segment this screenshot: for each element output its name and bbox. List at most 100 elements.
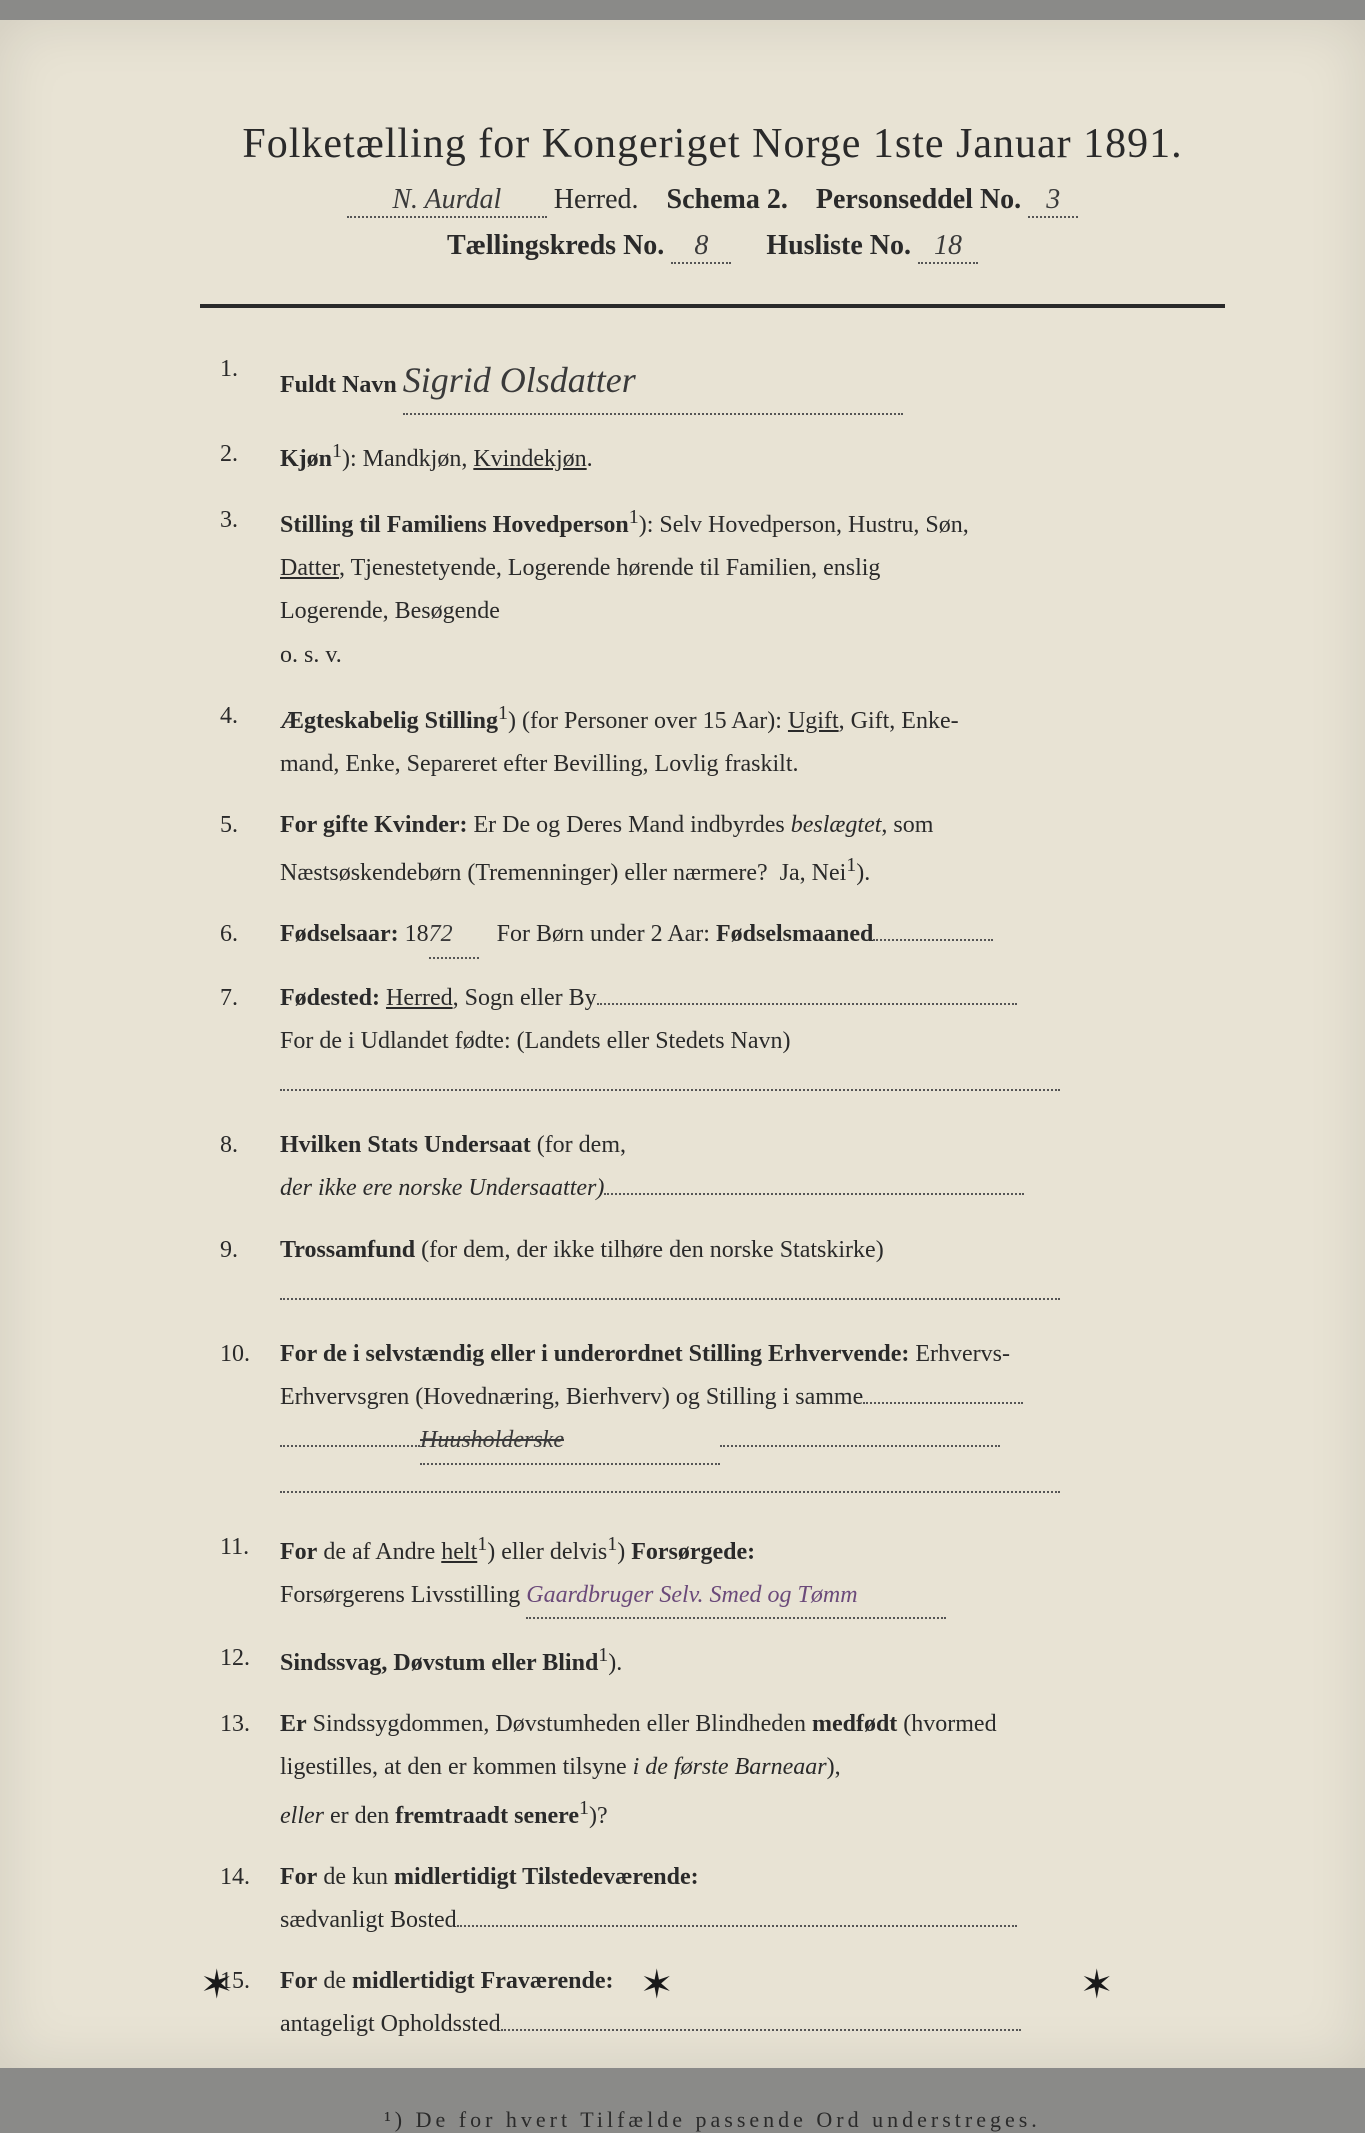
field-number: 10.: [220, 1333, 280, 1508]
field-number: 9.: [220, 1229, 280, 1315]
personseddel-label: Personseddel No.: [816, 184, 1021, 215]
footnote: ¹) De for hvert Tilfælde passende Ord un…: [200, 2107, 1225, 2133]
field-5-label: For gifte Kvinder:: [280, 812, 468, 838]
form-title: Folketælling for Kongeriget Norge 1ste J…: [200, 120, 1225, 168]
field-3-line3: Logerende, Besøgende: [280, 598, 500, 624]
herred-label: Herred.: [554, 184, 639, 215]
field-8-label: Hvilken Stats Undersaat: [280, 1132, 531, 1158]
field-11-value: Gaardbruger Selv. Smed og Tømm: [526, 1574, 946, 1619]
field-10-pre: [280, 1445, 420, 1447]
husliste-no: 18: [918, 230, 978, 264]
field-content: Kjøn1): Mandkjøn, Kvindekjøn.: [280, 433, 1225, 481]
field-number: 13.: [220, 1703, 280, 1838]
field-number: 8.: [220, 1124, 280, 1210]
field-content: Trossamfund (for dem, der ikke tilhøre d…: [280, 1229, 1225, 1315]
field-8: 8. Hvilken Stats Undersaat (for dem, der…: [220, 1124, 1225, 1210]
field-6: 6. Fødselsaar: 1872 For Børn under 2 Aar…: [220, 913, 1225, 958]
field-5: 5. For gifte Kvinder: Er De og Deres Man…: [220, 804, 1225, 895]
field-content: Fødested: Herred, Sogn eller By For de i…: [280, 977, 1225, 1107]
field-12-label: Sindssvag, Døvstum eller Blind: [280, 1650, 598, 1676]
header-divider: [200, 304, 1225, 308]
field-7-selected: Herred: [386, 985, 453, 1011]
field-2-selected: Kvindekjøn: [473, 446, 586, 472]
binding-mark-icon: ✶: [1080, 1961, 1114, 2008]
field-number: 3.: [220, 499, 280, 677]
field-14-line2: sædvanligt Bosted: [280, 1907, 457, 1933]
year-prefix: 18: [405, 921, 429, 947]
field-7-abroad: For de i Udlandet fødte: (Landets eller …: [280, 1028, 791, 1054]
binding-mark-icon: ✶: [200, 1961, 234, 2008]
field-10-blank3: [280, 1491, 1060, 1493]
header-line-2: N. Aurdal Herred. Schema 2. Personseddel…: [200, 184, 1225, 218]
field-number: 5.: [220, 804, 280, 895]
field-content: For de i selvstændig eller i underordnet…: [280, 1333, 1225, 1508]
month-blank: [873, 939, 993, 941]
field-10-label: For de i selvstændig eller i underordnet…: [280, 1341, 909, 1367]
field-4-label: Ægteskabelig Stilling: [280, 708, 498, 734]
field-7: 7. Fødested: Herred, Sogn eller By For d…: [220, 977, 1225, 1107]
personseddel-no: 3: [1028, 184, 1078, 218]
field-4: 4. Ægteskabelig Stilling1) (for Personer…: [220, 695, 1225, 786]
herred-value: N. Aurdal: [347, 184, 547, 218]
field-7-blank2: [280, 1089, 1060, 1091]
field-1-value: Sigrid Olsdatter: [403, 348, 903, 415]
field-content: Hvilken Stats Undersaat (for dem, der ik…: [280, 1124, 1225, 1210]
field-number: 11.: [220, 1526, 280, 1619]
field-8-suffix: (for dem,: [537, 1132, 626, 1158]
field-10-blank2: [720, 1445, 1000, 1447]
census-form-page: Folketælling for Kongeriget Norge 1ste J…: [0, 20, 1365, 2068]
field-content: Fuldt Navn Sigrid Olsdatter: [280, 348, 1225, 415]
field-8-blank: [604, 1193, 1024, 1195]
field-15: 15. For de midlertidigt Fraværende: anta…: [220, 1960, 1225, 2046]
kreds-label: Tællingskreds No.: [447, 230, 664, 261]
year-value: 72: [429, 913, 479, 958]
field-3-line1: Selv Hovedperson, Hustru, Søn,: [659, 512, 968, 538]
field-10-value: Huusholderske: [420, 1419, 720, 1464]
field-15-blank: [501, 2029, 1021, 2031]
field-10: 10. For de i selvstændig eller i underor…: [220, 1333, 1225, 1508]
field-content: Er Sindssygdommen, Døvstumheden eller Bl…: [280, 1703, 1225, 1838]
husliste-label: Husliste No.: [766, 230, 911, 261]
header-line-3: Tællingskreds No. 8 Husliste No. 18: [200, 230, 1225, 264]
field-13-line2: ligestilles, at den er kommen tilsyne i …: [280, 1754, 841, 1780]
field-3-selected: Datter: [280, 555, 339, 581]
field-3-line4: o. s. v.: [280, 642, 342, 668]
field-9: 9. Trossamfund (for dem, der ikke tilhør…: [220, 1229, 1225, 1315]
field-number: 6.: [220, 913, 280, 958]
field-14: 14. For de kun midlertidigt Tilstedevære…: [220, 1856, 1225, 1942]
field-number: 7.: [220, 977, 280, 1107]
month-label: Fødselsmaaned: [716, 921, 873, 947]
field-10-blank1: [863, 1402, 1023, 1404]
form-body: 1. Fuldt Navn Sigrid Olsdatter 2. Kjøn1)…: [200, 348, 1225, 2047]
field-12: 12. Sindssvag, Døvstum eller Blind1).: [220, 1637, 1225, 1685]
form-header: Folketælling for Kongeriget Norge 1ste J…: [200, 120, 1225, 264]
field-9-blank: [280, 1298, 1060, 1300]
field-9-label: Trossamfund: [280, 1237, 415, 1263]
field-content: For de kun midlertidigt Tilstedeværende:…: [280, 1856, 1225, 1942]
field-content: Ægteskabelig Stilling1) (for Personer ov…: [280, 695, 1225, 786]
field-3: 3. Stilling til Familiens Hovedperson1):…: [220, 499, 1225, 677]
field-content: Fødselsaar: 1872 For Børn under 2 Aar: F…: [280, 913, 1225, 958]
field-content: For gifte Kvinder: Er De og Deres Mand i…: [280, 804, 1225, 895]
field-content: Stilling til Familiens Hovedperson1): Se…: [280, 499, 1225, 677]
field-13: 13. Er Sindssygdommen, Døvstumheden elle…: [220, 1703, 1225, 1838]
field-number: 2.: [220, 433, 280, 481]
field-number: 1.: [220, 348, 280, 415]
field-15-line2: antageligt Opholdssted: [280, 2011, 501, 2037]
field-7-blank: [597, 1003, 1017, 1005]
field-number: 4.: [220, 695, 280, 786]
field-4-selected: Ugift: [788, 708, 839, 734]
field-6-label: Fødselsaar:: [280, 921, 399, 947]
field-11-line2: Forsørgerens Livsstilling: [280, 1582, 520, 1608]
field-2-label: Kjøn: [280, 446, 332, 472]
schema-label: Schema 2.: [667, 184, 788, 215]
born-label: For Børn under 2 Aar:: [497, 921, 710, 947]
field-4-suffix: (for Personer over 15 Aar):: [522, 708, 782, 734]
field-2: 2. Kjøn1): Mandkjøn, Kvindekjøn.: [220, 433, 1225, 481]
kreds-no: 8: [671, 230, 731, 264]
field-10-line2: Erhvervsgren (Hovednæring, Bierhverv) og…: [280, 1384, 863, 1410]
field-7-label: Fødested:: [280, 985, 380, 1011]
field-1: 1. Fuldt Navn Sigrid Olsdatter: [220, 348, 1225, 415]
field-8-line2: der ikke ere norske Undersaatter): [280, 1175, 604, 1201]
field-9-suffix: (for dem, der ikke tilhøre den norske St…: [421, 1237, 884, 1263]
